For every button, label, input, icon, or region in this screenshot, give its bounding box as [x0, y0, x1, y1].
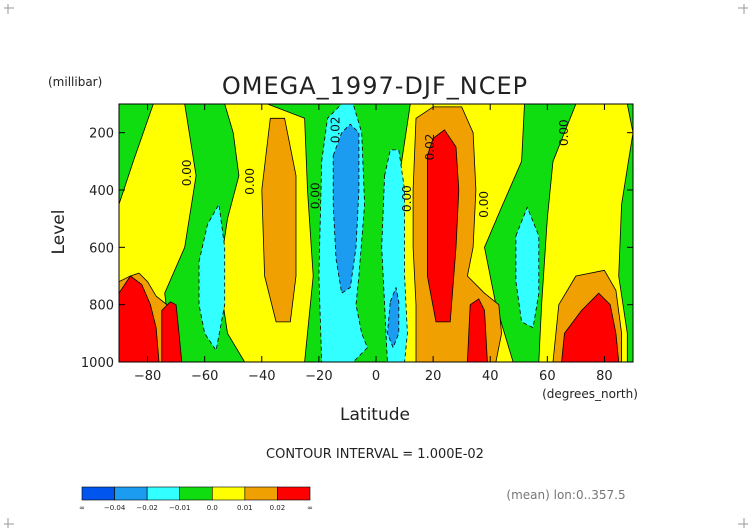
colorbar-swatch	[277, 486, 311, 501]
contour-label: 0.00	[557, 119, 571, 146]
y-axis: 200 400 600 800 1000	[81, 127, 633, 371]
contour-label: 0.02	[329, 116, 343, 143]
x-tick-label: 20	[425, 369, 442, 384]
x-tick-label: −20	[305, 369, 332, 384]
corner-mark-top-right	[738, 4, 748, 14]
corner-mark-top-left	[4, 4, 14, 14]
contour-label: 0.00	[243, 168, 257, 195]
y-tick-label: 800	[89, 299, 114, 314]
mean-longitude-note: (mean) lon:0..357.5	[506, 488, 625, 502]
x-tick-label: −80	[134, 369, 161, 384]
y-tick-label: 1000	[81, 356, 114, 371]
x-tick-label: −60	[191, 369, 218, 384]
contour-interval-text: CONTOUR INTERVAL = 1.000E-02	[266, 447, 484, 462]
contour-label-layer: 0.00 0.00 0.00 0.02 0.00 0.02 0.00 0.00	[180, 116, 571, 217]
colorbar-level-label: 0.02	[270, 504, 286, 512]
x-axis-label: Latitude	[340, 405, 410, 425]
colorbar-level-label: 0.0	[207, 504, 218, 512]
contour-region	[119, 275, 160, 362]
x-axis-units: (degrees_north)	[542, 387, 638, 401]
contour-region	[426, 129, 460, 323]
colorbar-swatch	[114, 486, 148, 501]
corner-mark-bottom-left	[4, 518, 14, 528]
contour-label: 0.00	[477, 191, 491, 218]
colorbar-swatch	[211, 486, 246, 501]
colorbar-level-label: 0.01	[237, 504, 253, 512]
contour-region	[198, 203, 226, 351]
x-axis: −80 −60 −40 −20 0 20 40 60 80	[134, 104, 613, 384]
contour-fill-layer	[119, 104, 633, 362]
contour-label: 0.00	[400, 185, 414, 212]
x-tick-label: 0	[372, 369, 380, 384]
contour-region	[515, 206, 540, 329]
y-axis-label: Level	[49, 210, 69, 255]
colorbar-level-label: −0.04	[104, 504, 126, 512]
x-tick-label: −40	[248, 369, 275, 384]
colorbar-level-label: ∞	[307, 504, 313, 512]
contour-region	[161, 301, 183, 362]
x-tick-label: 40	[482, 369, 499, 384]
corner-mark-bottom-right	[738, 518, 748, 528]
contour-region	[466, 298, 488, 362]
contour-label: 0.02	[423, 134, 437, 161]
contour-region	[386, 287, 400, 349]
colorbar-swatch	[179, 486, 213, 501]
contour-label: 0.00	[180, 159, 194, 186]
contour-label: 0.00	[309, 182, 323, 209]
colorbar-level-label: −0.02	[136, 504, 157, 512]
colorbar-swatch	[146, 486, 181, 501]
y-tick-label: 600	[89, 241, 114, 256]
x-tick-label: 80	[596, 369, 613, 384]
colorbar-swatch	[81, 486, 115, 501]
colorbar: ∞ −0.04 −0.02 −0.01 0.0 0.01 0.02 ∞	[79, 486, 313, 512]
contour-region	[261, 117, 297, 323]
chart-title: OMEGA_1997-DJF_NCEP	[222, 72, 528, 100]
x-tick-label: 60	[539, 369, 556, 384]
y-tick-label: 200	[89, 127, 114, 142]
colorbar-level-label: ∞	[79, 504, 85, 512]
contour-region	[561, 292, 620, 362]
contour-region	[332, 123, 360, 294]
y-axis-units: (millibar)	[48, 75, 102, 89]
colorbar-level-label: −0.01	[169, 504, 190, 512]
colorbar-swatch	[244, 486, 278, 501]
corner-marks	[4, 4, 748, 528]
y-tick-label: 400	[89, 184, 114, 199]
contour-region	[381, 149, 408, 362]
